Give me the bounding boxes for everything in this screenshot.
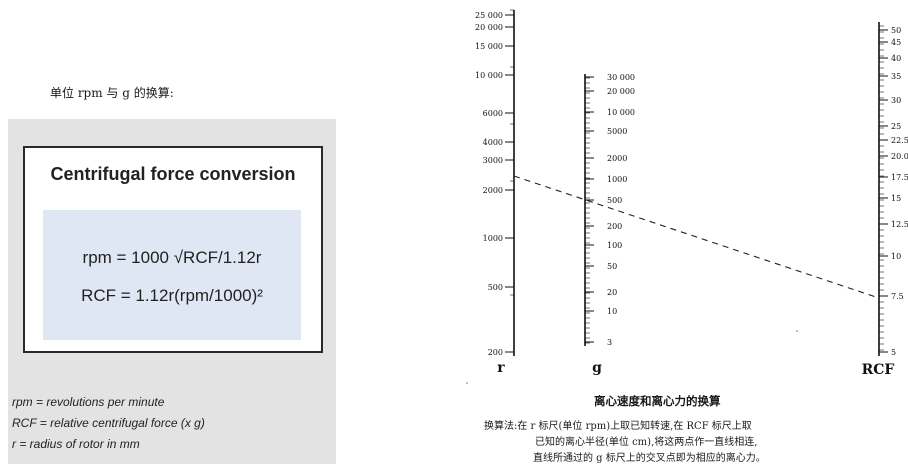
nomogram-instruction-line-2: 已知的离心半径(单位 cm),将这两点作一直线相连, — [535, 437, 758, 448]
r-scale-label: r — [497, 360, 505, 376]
g-scale-tick-label: 2000 — [607, 154, 627, 163]
scan-speck — [466, 382, 468, 384]
rcf-scale-tick-label: 30 — [891, 96, 901, 105]
centrifugal-figure: Centrifugal force conversion rpm = 1000 … — [8, 119, 336, 464]
faded-background-text — [300, 239, 340, 349]
r-scale-tick-label: 20 000 — [475, 23, 503, 32]
centrifuge-nomogram: 25 000 20 000 15 000 10 000 6000 4000 3000 2000… — [466, 9, 908, 384]
g-scale-tick-label: 10 000 — [607, 108, 635, 117]
g-scale-tick-label: 200 — [607, 222, 622, 231]
g-scale-tick-label: 20 000 — [607, 87, 635, 96]
r-scale-tick-label: 1000 — [483, 234, 503, 243]
rcf-scale-tick-label: 17.5 — [891, 173, 908, 182]
rcf-scale-tick-label: 22.5 — [891, 136, 908, 145]
r-scale-tick-label: 500 — [488, 283, 503, 292]
g-scale-tick-label: 50 — [607, 262, 617, 271]
formula-box: Centrifugal force conversion rpm = 1000 … — [23, 146, 323, 353]
r-scale-tick-label: 3000 — [483, 156, 503, 165]
g-scale-tick-label: 500 — [607, 196, 622, 205]
r-scale-tick-label: 2000 — [483, 186, 503, 195]
r-scale-tick-label: 10 000 — [475, 71, 503, 80]
rcf-scale-tick-label: 7.5 — [891, 292, 904, 301]
rcf-scale-label: RCF — [862, 362, 895, 378]
nomogram-caption-title: 离心速度和离心力的换算 — [594, 394, 721, 408]
section-heading: 单位 rpm 与 g 的换算: — [50, 86, 174, 100]
g-scale-tick-label: 10 — [607, 307, 617, 316]
figure-title: Centrifugal force conversion — [50, 164, 296, 184]
r-scale-tick-label: 6000 — [483, 109, 503, 118]
rcf-scale-tick-label: 20.0 — [891, 152, 908, 161]
nomogram-instruction-line-1: 换算法:在 r 标尺(单位 rpm)上取已知转速,在 RCF 标尺上取 — [484, 421, 752, 432]
rcf-scale-tick-label: 50 — [891, 26, 901, 35]
rcf-scale-tick-label: 12.5 — [891, 220, 908, 229]
scan-speck — [796, 330, 798, 332]
r-scale-tick-label: 25 000 — [475, 11, 503, 20]
nomogram-instruction-line-3: 直线所通过的 g 标尺上的交叉点即为相应的离心力。 — [533, 453, 766, 464]
rcf-scale-tick-label: 5 — [891, 348, 896, 357]
legend-rcf: RCF = relative centrifugal force (x g) — [12, 416, 205, 430]
r-scale-tick-label: 200 — [488, 348, 503, 357]
rcf-scale-tick-label: 25 — [891, 122, 901, 131]
g-scale-tick-label: 30 000 — [607, 73, 635, 82]
g-scale-label: g — [592, 360, 602, 376]
rcf-scale-tick-label: 35 — [891, 72, 901, 81]
r-scale-tick-label: 15 000 — [475, 42, 503, 51]
g-scale-tick-label: 20 — [607, 288, 617, 297]
g-scale-tick-label: 5000 — [607, 127, 627, 136]
r-scale-tick-label: 4000 — [483, 138, 503, 147]
rcf-scale-tick-label: 10 — [891, 252, 901, 261]
formula-panel: rpm = 1000 √RCF/1.12r RCF = 1.12r(rpm/10… — [43, 210, 301, 340]
g-scale-tick-label: 1000 — [607, 175, 627, 184]
example-connecting-line — [513, 175, 880, 299]
rcf-scale-tick-label: 45 — [891, 38, 901, 47]
rcf-scale-tick-label: 40 — [891, 54, 901, 63]
legend-rpm: rpm = revolutions per minute — [12, 395, 165, 409]
legend-radius: r = radius of rotor in mm — [12, 437, 140, 451]
rcf-formula: RCF = 1.12r(rpm/1000)² — [81, 286, 263, 305]
g-scale-tick-label: 3 — [607, 338, 612, 347]
g-scale-tick-label: 100 — [607, 241, 622, 250]
rcf-scale-tick-label: 15 — [891, 194, 901, 203]
rpm-formula: rpm = 1000 √RCF/1.12r — [82, 248, 262, 267]
